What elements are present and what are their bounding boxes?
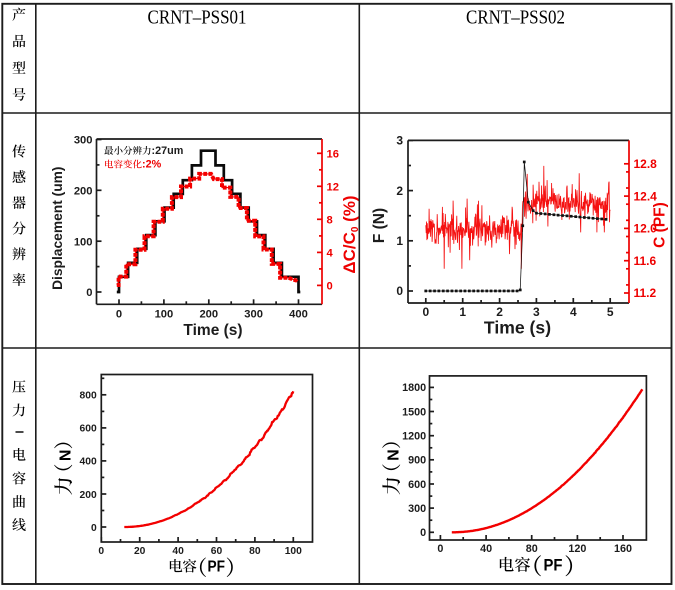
svg-text:CRNT–PSS01: CRNT–PSS01 (148, 6, 247, 28)
svg-text:40: 40 (480, 543, 492, 555)
svg-text:0: 0 (86, 287, 92, 299)
svg-text:N: N (386, 449, 403, 461)
svg-text:1: 1 (396, 234, 403, 248)
svg-text:1800: 1800 (402, 382, 426, 394)
svg-text:300: 300 (74, 135, 93, 147)
svg-text:11.6: 11.6 (634, 254, 657, 268)
svg-text::2%: :2% (142, 159, 162, 171)
svg-text:120: 120 (568, 543, 586, 555)
svg-text:200: 200 (74, 186, 93, 198)
svg-text:80: 80 (526, 543, 538, 555)
svg-text:200: 200 (80, 490, 97, 501)
svg-text:ΔC/C0 (%): ΔC/C0 (%) (340, 195, 361, 273)
svg-text:2: 2 (496, 305, 503, 319)
svg-text:4: 4 (327, 248, 334, 260)
svg-text:2: 2 (396, 184, 403, 198)
svg-text:80: 80 (249, 546, 261, 557)
svg-text:100: 100 (74, 236, 93, 248)
svg-text:600: 600 (408, 479, 426, 491)
svg-text:800: 800 (80, 391, 97, 402)
svg-text:11.2: 11.2 (634, 286, 657, 300)
svg-text:3: 3 (533, 305, 540, 319)
svg-text:0: 0 (396, 284, 403, 298)
svg-text:12.4: 12.4 (634, 189, 658, 203)
svg-text:0: 0 (91, 523, 97, 534)
svg-text:0: 0 (420, 527, 426, 539)
svg-text:20: 20 (134, 546, 146, 557)
svg-text:8: 8 (327, 215, 333, 227)
svg-text:160: 160 (614, 543, 632, 555)
svg-text:4: 4 (570, 305, 577, 319)
svg-text:0: 0 (327, 281, 333, 293)
svg-text:12.0: 12.0 (634, 222, 658, 236)
svg-text::27um: :27um (152, 145, 184, 157)
svg-text:5: 5 (607, 305, 614, 319)
svg-text:200: 200 (199, 309, 218, 321)
svg-text:12: 12 (327, 182, 339, 194)
svg-text:300: 300 (408, 503, 426, 515)
svg-text:600: 600 (80, 424, 97, 435)
svg-text:1200: 1200 (402, 431, 426, 443)
svg-text:40: 40 (172, 546, 184, 557)
svg-text:60: 60 (211, 546, 223, 557)
svg-text:300: 300 (244, 309, 263, 321)
svg-text:0: 0 (116, 309, 122, 321)
svg-text:3: 3 (396, 134, 403, 148)
svg-text:0: 0 (422, 305, 429, 319)
svg-text:Time (s): Time (s) (183, 322, 242, 339)
svg-text:900: 900 (408, 455, 426, 467)
svg-text:Time (s): Time (s) (484, 317, 551, 337)
svg-text:400: 400 (289, 309, 308, 321)
svg-text:100: 100 (155, 309, 174, 321)
svg-text:PF: PF (208, 558, 226, 575)
svg-text:0: 0 (98, 546, 104, 557)
svg-text:12.8: 12.8 (634, 157, 658, 171)
svg-text:16: 16 (327, 149, 339, 161)
svg-text:PF: PF (544, 556, 563, 575)
svg-text:100: 100 (285, 546, 302, 557)
svg-text:1: 1 (459, 305, 466, 319)
svg-text:1500: 1500 (402, 406, 426, 418)
svg-text:Displacement (um): Displacement (um) (50, 166, 65, 289)
svg-text:N: N (58, 450, 75, 462)
svg-text:0: 0 (437, 543, 443, 555)
svg-text:CRNT–PSS02: CRNT–PSS02 (466, 6, 565, 28)
svg-text:400: 400 (80, 457, 97, 468)
svg-text:C (PF): C (PF) (652, 202, 669, 248)
svg-text:F (N): F (N) (371, 208, 388, 243)
